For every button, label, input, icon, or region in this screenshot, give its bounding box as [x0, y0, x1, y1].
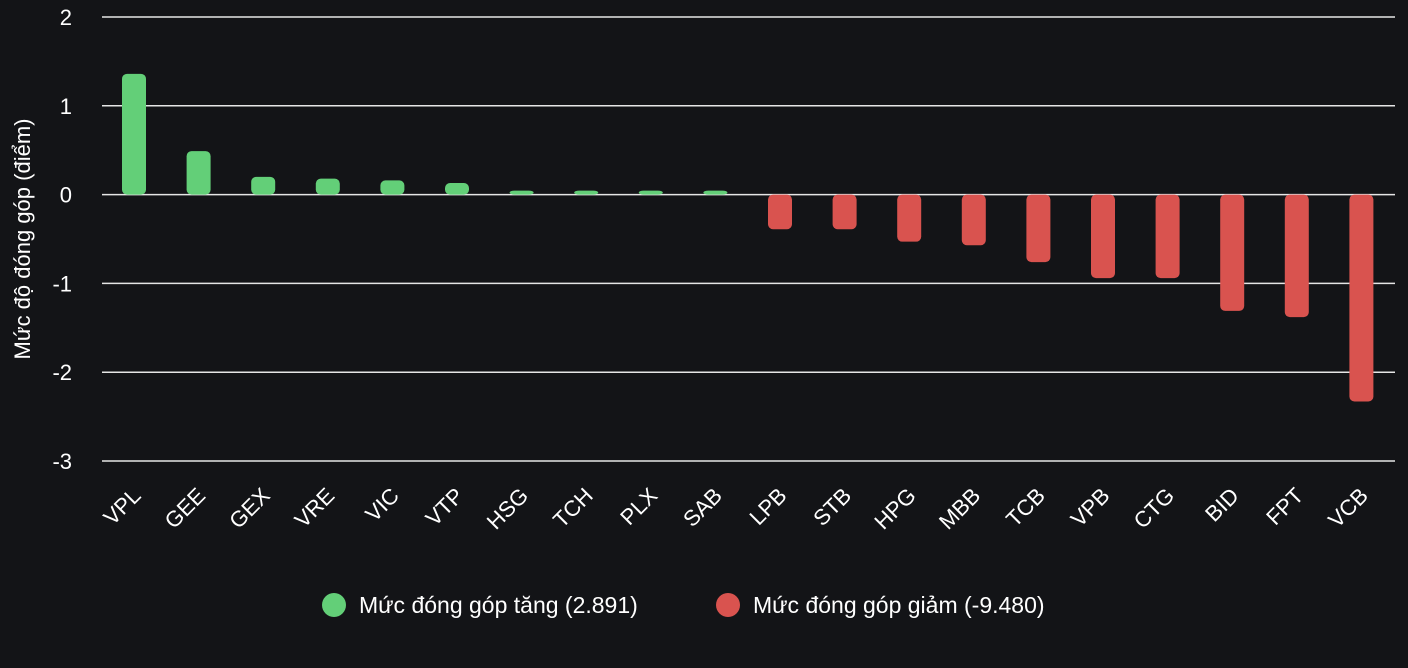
bar-lpb — [768, 194, 792, 230]
x-tick-label: SAB — [678, 483, 727, 532]
x-tick-label: VCB — [1323, 483, 1373, 533]
x-tick-label: TCB — [1001, 483, 1050, 532]
y-tick-label: -2 — [52, 360, 72, 385]
bar-stb — [832, 194, 857, 230]
bar-fpt — [1284, 194, 1309, 318]
bar-plx — [638, 190, 663, 195]
y-axis-title: Mức độ đóng góp (điểm) — [10, 119, 35, 360]
x-tick-label: PLX — [615, 483, 662, 530]
bar-vre — [315, 178, 340, 195]
legend-swatch-increase — [322, 593, 346, 617]
bar-gee — [186, 151, 211, 195]
x-tick-label: MBB — [934, 483, 985, 534]
bar-sab — [703, 190, 728, 195]
x-tick-label: BID — [1200, 483, 1244, 527]
bar-mbb — [961, 194, 986, 246]
bar-tcb — [1026, 194, 1051, 263]
bar-vcb — [1349, 194, 1374, 402]
x-tick-label: VPL — [98, 483, 145, 530]
bar-bid — [1220, 194, 1245, 311]
legend-label-decrease: Mức đóng góp giảm (-9.480) — [753, 592, 1045, 618]
bar-gex — [251, 176, 276, 195]
legend-label-increase: Mức đóng góp tăng (2.891) — [359, 592, 638, 618]
bar-vtp — [445, 183, 469, 195]
legend-swatch-decrease — [716, 593, 740, 617]
x-tick-label: LPB — [744, 483, 791, 530]
bar-hsg — [509, 190, 534, 195]
x-tick-label: HPG — [869, 483, 920, 534]
y-tick-label: -1 — [52, 271, 72, 296]
x-tick-label: CTG — [1129, 483, 1180, 534]
x-tick-label: GEX — [224, 483, 275, 534]
x-tick-label: VIC — [360, 483, 404, 527]
x-tick-label: FPT — [1261, 483, 1308, 530]
y-tick-label: -3 — [52, 449, 72, 474]
x-tick-label: VRE — [290, 483, 340, 533]
bar-ctg — [1155, 194, 1180, 279]
x-tick-label: STB — [808, 483, 856, 531]
y-tick-label: 0 — [60, 183, 72, 208]
bar-hpg — [897, 194, 922, 242]
y-tick-label: 2 — [60, 5, 72, 30]
bar-vpl — [122, 73, 146, 195]
y-tick-label: 1 — [60, 94, 72, 119]
x-tick-label: HSG — [482, 483, 533, 534]
x-tick-label: VPB — [1066, 483, 1115, 532]
x-tick-label: VTP — [421, 483, 469, 531]
bar-vic — [380, 180, 405, 195]
x-tick-label: GEE — [160, 483, 211, 534]
x-tick-label: TCH — [548, 483, 598, 533]
bar-tch — [574, 190, 599, 195]
bar-vpb — [1091, 194, 1115, 279]
